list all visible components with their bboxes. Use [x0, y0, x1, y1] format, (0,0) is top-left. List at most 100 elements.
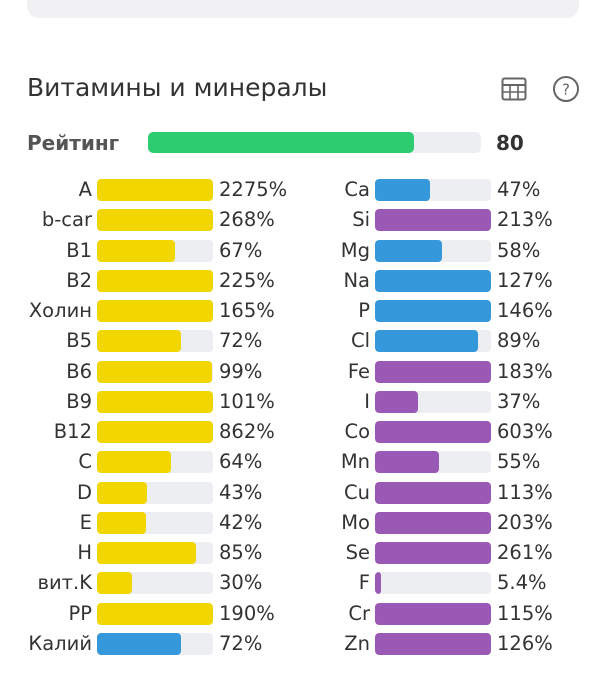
nutrient-bar-fill	[97, 632, 181, 655]
nutrient-bar	[375, 481, 491, 504]
nutrient-label: I	[364, 389, 370, 413]
nutrient-bar	[97, 481, 213, 504]
nutrient-bar-fill	[375, 451, 439, 474]
nutrient-bar-fill	[375, 602, 491, 625]
rating-bar-fill	[148, 132, 415, 153]
nutrient-bar	[375, 360, 491, 383]
nutrient-value: 30%	[219, 571, 263, 595]
nutrient-bar	[97, 572, 213, 595]
nutrient-bar	[375, 269, 491, 292]
vitamin-row: B5 72%	[0, 326, 300, 356]
nutrient-value: 2275%	[219, 178, 288, 201]
nutrient-bar	[375, 542, 491, 564]
vitamin-row: H 85%	[0, 538, 300, 568]
nutrient-label: Si	[352, 208, 370, 232]
nutrient-bar	[375, 390, 491, 413]
minerals-column: Ca 47% Si 213% Mg 58% Na 127% P 146% Cl 89% Fe 183% I 3…	[300, 175, 605, 659]
nutrient-label: b-car	[41, 208, 92, 232]
nutrient-value: 89%	[497, 329, 541, 353]
nutrient-label: A	[78, 178, 92, 201]
nutrient-label: B6	[66, 359, 92, 383]
nutrient-value: 43%	[219, 480, 263, 504]
nutrient-label: B1	[66, 238, 92, 262]
nutrient-bar-fill	[375, 542, 491, 564]
nutrient-bar	[375, 602, 491, 625]
nutrient-label: вит.K	[37, 571, 92, 595]
nutrient-bar	[97, 421, 213, 443]
mineral-row: Si 213%	[300, 205, 605, 235]
nutrient-label: P	[358, 299, 370, 322]
nutrient-value: 190%	[219, 601, 275, 625]
nutrient-label: E	[79, 510, 92, 534]
nutrient-value: 42%	[219, 510, 263, 534]
nutrient-value: 261%	[497, 541, 553, 564]
nutrient-bar-fill	[375, 572, 382, 595]
nutrient-value: 126%	[497, 631, 553, 655]
nutrient-bar	[375, 209, 491, 232]
nutrient-bar-fill	[97, 572, 132, 595]
nutrient-value: 213%	[497, 208, 553, 232]
nutrient-bar-fill	[97, 390, 213, 413]
nutrient-bar	[97, 602, 213, 625]
help-button[interactable]: ?	[552, 75, 580, 103]
vitamin-row: вит.K 30%	[0, 568, 300, 598]
nutrient-bar-fill	[97, 602, 213, 625]
nutrient-bar-fill	[97, 421, 213, 443]
nutrient-bar	[375, 511, 491, 534]
nutrient-bar-fill	[97, 360, 212, 383]
vitamin-row: PP 190%	[0, 599, 300, 629]
nutrient-bar-fill	[97, 179, 213, 201]
nutrient-value: 47%	[497, 178, 541, 201]
nutrient-bar-fill	[375, 632, 491, 655]
nutrient-bar	[375, 572, 491, 595]
nutrient-bar-fill	[97, 269, 213, 292]
nutrient-bar	[97, 511, 213, 534]
vitamin-row: C 64%	[0, 447, 300, 477]
nutrient-label: Co	[344, 420, 370, 443]
nutrient-label: D	[76, 480, 92, 504]
nutrient-value: 603%	[497, 420, 553, 443]
mineral-row: Ca 47%	[300, 175, 605, 205]
table-view-button[interactable]	[500, 75, 528, 103]
nutrient-bar	[97, 390, 213, 413]
nutrient-label: Fe	[347, 359, 370, 383]
nutrient-label: B5	[66, 329, 92, 353]
vitamin-row: Калий 72%	[0, 629, 300, 659]
mineral-row: Mn 55%	[300, 447, 605, 477]
nutrient-bar-fill	[375, 179, 430, 201]
vitamin-row: B6 99%	[0, 357, 300, 387]
vitamins-column: A 2275% b-car 268% B1 67% B2 225% Холин 165% B5 72%…	[0, 175, 300, 659]
nutrient-value: 85%	[219, 541, 263, 564]
nutrient-bar	[375, 239, 491, 262]
rating-bar	[148, 132, 481, 153]
nutrient-value: 127%	[497, 268, 553, 292]
vitamin-row: D 43%	[0, 478, 300, 508]
nutrient-bar-fill	[375, 390, 418, 413]
nutrient-bar-fill	[375, 481, 491, 504]
vitamin-row: A 2275%	[0, 175, 300, 205]
mineral-row: I 37%	[300, 387, 605, 417]
nutrient-value: 146%	[497, 299, 553, 322]
nutrient-bar-fill	[375, 330, 479, 353]
nutrient-bar	[97, 360, 213, 383]
previous-card	[27, 0, 579, 18]
nutrient-bar-fill	[375, 269, 491, 292]
nutrient-label: Zn	[344, 631, 370, 655]
nutrient-label: Mg	[340, 238, 370, 262]
nutrient-bar	[375, 632, 491, 655]
nutrient-label: PP	[68, 601, 92, 625]
nutrient-bar	[375, 330, 491, 353]
nutrient-bar-fill	[97, 451, 172, 474]
nutrient-value: 113%	[497, 480, 553, 504]
nutrient-label: Mo	[341, 510, 370, 534]
nutrient-label: B12	[53, 420, 92, 443]
help-icon: ?	[553, 76, 579, 102]
nutrient-bar-fill	[375, 421, 491, 443]
nutrient-bar-fill	[375, 360, 491, 383]
nutrient-value: 183%	[497, 359, 553, 383]
nutrient-label: Холин	[28, 299, 92, 322]
nutrient-bar-fill	[97, 511, 146, 534]
nutrient-bar	[375, 179, 491, 201]
nutrient-label: Na	[343, 268, 370, 292]
mineral-row: Mg 58%	[300, 236, 605, 266]
